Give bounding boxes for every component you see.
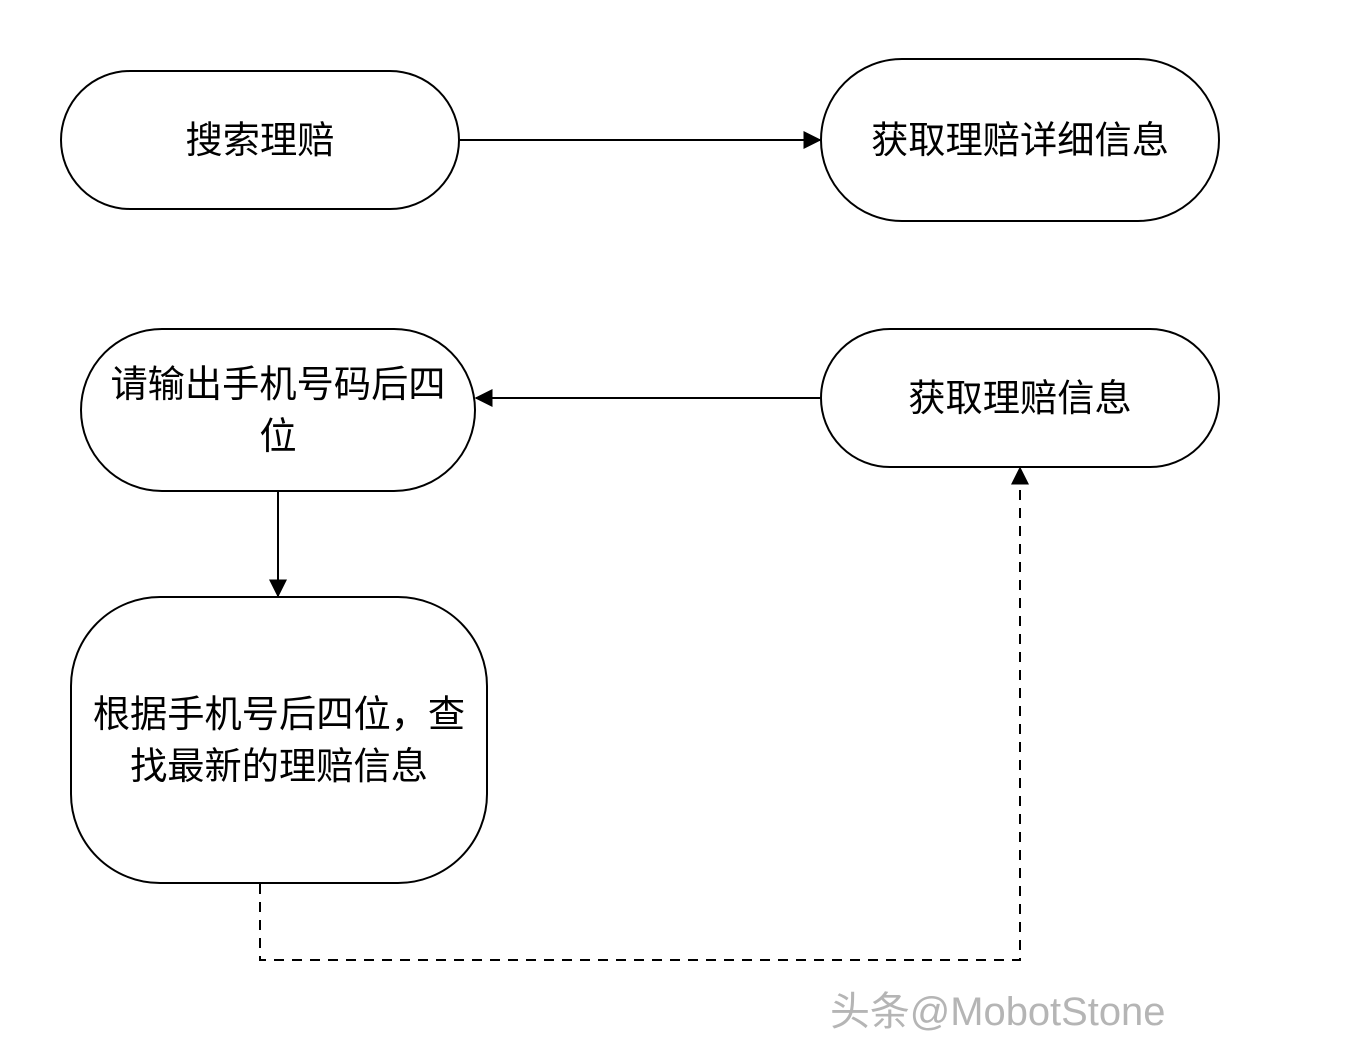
flowchart-node-n5: 根据手机号后四位，查找最新的理赔信息 bbox=[70, 596, 488, 884]
flowchart-node-label: 根据手机号后四位，查找最新的理赔信息 bbox=[92, 688, 466, 792]
flowchart-node-label: 获取理赔信息 bbox=[908, 372, 1131, 424]
flowchart-node-label: 获取理赔详细信息 bbox=[871, 114, 1169, 166]
flowchart-node-label: 请输出手机号码后四位 bbox=[102, 358, 454, 462]
flowchart-node-n1: 搜索理赔 bbox=[60, 70, 460, 210]
flowchart-node-n2: 获取理赔详细信息 bbox=[820, 58, 1220, 222]
flowchart-node-label: 搜索理赔 bbox=[186, 114, 335, 166]
flowchart-node-n4: 获取理赔信息 bbox=[820, 328, 1220, 468]
watermark-text: 头条@MobotStone bbox=[830, 980, 1165, 1037]
flowchart-node-n3: 请输出手机号码后四位 bbox=[80, 328, 476, 492]
